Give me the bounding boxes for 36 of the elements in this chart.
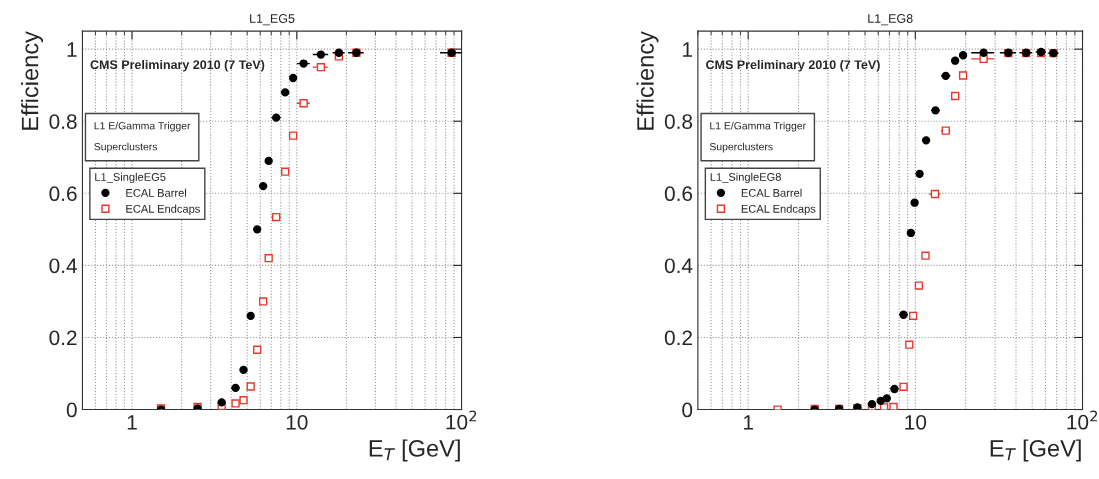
x-axis-title: E$_{T}$ [GeV]: [369, 439, 460, 462]
y-tick-label: 0.6: [664, 186, 693, 202]
annotation: CMS Preliminary 2010 (7 TeV): [90, 59, 265, 72]
annotation: CMS Preliminary 2010 (7 TeV): [706, 59, 880, 72]
chart-title: L1_EG8: [868, 14, 913, 26]
x-tick-label: 10: [905, 414, 927, 430]
y-axis-title: Efficiency: [636, 31, 659, 130]
x-axis-title: E$_{T}$ [GeV]: [990, 439, 1081, 462]
legend-label: ECAL Barrel: [741, 188, 802, 197]
annotation: L1 E/Gamma Trigger: [710, 121, 806, 132]
x-tick-label: 10: [286, 414, 308, 430]
annotation: Superclusters: [709, 142, 773, 153]
y-tick-label: 0.8: [664, 114, 693, 129]
y-tick-label: 0.2: [664, 330, 692, 346]
y-tick-label: 0: [682, 402, 693, 418]
y-tick-label: 0.4: [49, 258, 77, 274]
annotation: Superclusters: [94, 142, 158, 153]
legend-title: L1_SingleEG5: [95, 172, 166, 184]
y-tick-label: 1: [683, 42, 692, 57]
x-tick-label: 10$^{2}$: [446, 410, 477, 430]
x-tick-label: 1: [127, 415, 137, 430]
x-tick-label: 10$^{2}$: [1067, 410, 1098, 430]
y-tick-label: 0.6: [49, 186, 77, 202]
legend-label: ECAL Endcaps: [741, 204, 816, 215]
legend-label: ECAL Barrel: [126, 188, 187, 197]
legend-label: ECAL Endcaps: [126, 204, 200, 215]
y-tick-label: 0.4: [664, 258, 693, 274]
y-tick-label: 1: [67, 42, 77, 57]
chart-title: L1_EG5: [250, 14, 295, 26]
legend-title: L1_SingleEG8: [710, 172, 781, 184]
x-tick-label: 1: [743, 415, 753, 430]
y-axis-title: Efficiency: [21, 31, 44, 130]
y-tick-label: 0.8: [49, 114, 77, 129]
y-tick-label: 0.2: [49, 330, 77, 346]
annotation: L1 E/Gamma Trigger: [94, 121, 191, 132]
y-tick-label: 0: [66, 402, 77, 418]
